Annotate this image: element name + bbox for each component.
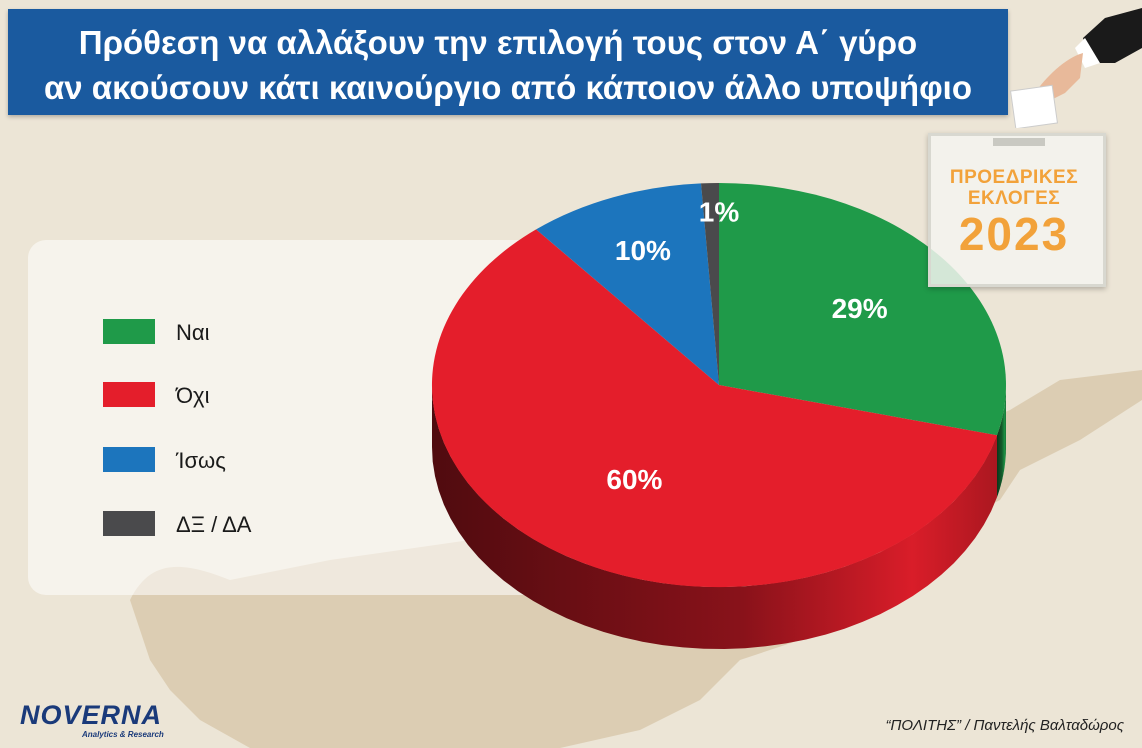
legend-label-maybe: Ίσως	[176, 448, 226, 473]
noverna-logo: NOVERNA Analytics & Research	[20, 700, 180, 740]
legend-swatch-maybe	[103, 447, 155, 472]
legend-label-yes: Ναι	[176, 320, 210, 345]
legend-label-dk-na: ΔΞ / ΔΑ	[176, 512, 252, 537]
badge-line-2: ΕΚΛΟΓΕΣ	[967, 188, 1061, 209]
pie-slice-yes	[719, 182, 1007, 436]
legend-swatch-no	[103, 382, 155, 407]
badge-year: 2023	[958, 208, 1070, 260]
slice-label-dk-na: 1%	[699, 196, 740, 227]
voting-hand-icon	[1009, 8, 1142, 128]
chart-title-line-2: αν ακούσουν κάτι καινούργιο από κάποιον …	[43, 69, 973, 106]
source-credit: “ΠΟΛΙΤΗΣ” / Παντελής Βαλταδώρος	[885, 717, 1124, 734]
legend-swatch-yes	[103, 319, 155, 344]
slice-label-no: 60%	[606, 464, 662, 495]
ballot-slot	[993, 138, 1045, 146]
pie-side-no	[432, 385, 997, 649]
badge-line-1: ΠΡΟΕΔΡΙΚΕΣ	[949, 167, 1079, 188]
legend-swatch-dk-na	[103, 511, 155, 536]
title-banner: Πρόθεση να αλλάξουν την επιλογή τους στο…	[8, 9, 1008, 115]
chart-title-line-1: Πρόθεση να αλλάξουν την επιλογή τους στο…	[78, 24, 918, 61]
ballot-box-icon	[928, 133, 1106, 287]
elections-badge: ΠΡΟΕΔΡΙΚΕΣ ΕΚΛΟΓΕΣ 2023	[920, 125, 1106, 287]
pie-slice-no	[431, 229, 997, 588]
slice-label-maybe: 10%	[615, 235, 671, 266]
pie-side-yes	[997, 385, 1006, 498]
logo-wordmark: NOVERNA	[20, 700, 163, 730]
legend-label-no: Όχι	[176, 383, 210, 408]
slice-label-yes: 29%	[832, 293, 888, 324]
pie-slice-maybe	[536, 183, 719, 385]
logo-tagline: Analytics & Research	[82, 730, 164, 739]
pie-slice-dk-na	[701, 183, 719, 385]
